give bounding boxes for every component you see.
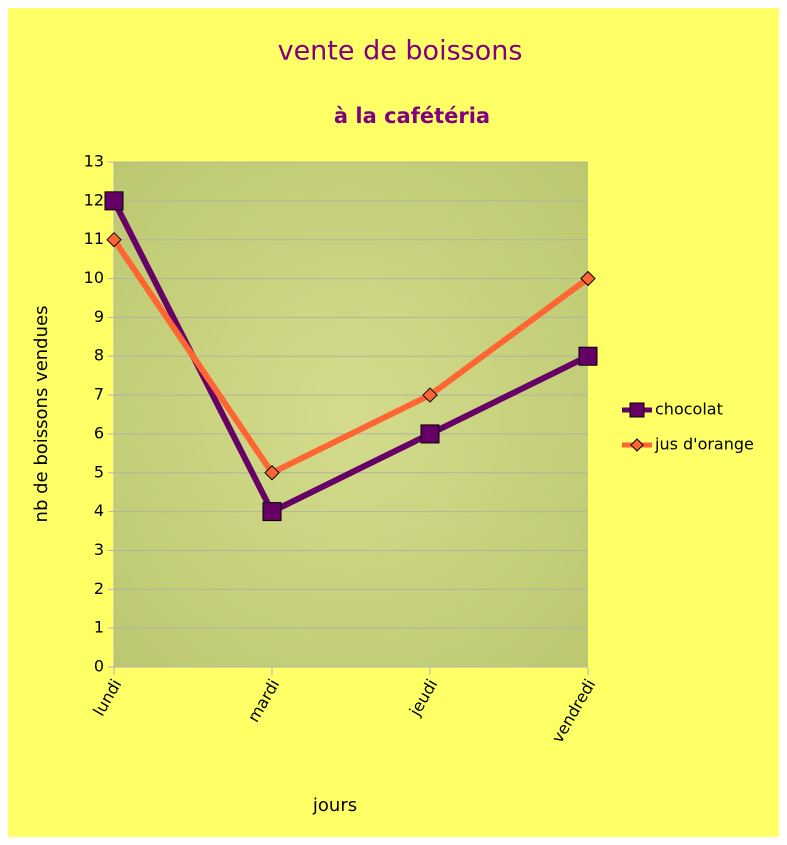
marker [580,270,596,287]
plot-area [114,162,588,667]
y-tick-label: 8 [94,346,104,365]
y-tick-label: 1 [94,618,104,637]
marker [630,438,644,452]
marker [578,346,598,366]
marker [420,424,440,444]
marker [264,465,280,481]
y-tick-label: 13 [84,152,104,171]
legend-label: chocolat [655,400,723,419]
chart-subtitle: à la cafétéria [334,104,490,128]
y-tick-label: 5 [94,462,104,481]
y-tick-label: 9 [94,307,104,326]
series-line [111,238,590,476]
marker [422,387,438,403]
y-tick-label: 2 [94,579,104,598]
y-tick-label: 7 [94,385,104,404]
marker [106,231,122,248]
y-tick-label: 10 [84,268,104,287]
y-axis-label: nb de boissons vendues [31,306,52,523]
legend-label: jus d'orange [654,435,754,454]
y-tick-label: 4 [94,501,104,520]
y-tick-label: 3 [94,540,104,559]
chart-title: vente de boissons [278,36,523,67]
y-tick-label: 12 [84,190,104,209]
y-tick-label: 11 [84,229,104,248]
y-tick-label: 6 [94,423,104,442]
y-tick-label: 0 [94,657,104,676]
marker [262,502,282,522]
marker [629,402,645,418]
marker [104,191,124,211]
x-axis-label: jours [312,795,357,816]
